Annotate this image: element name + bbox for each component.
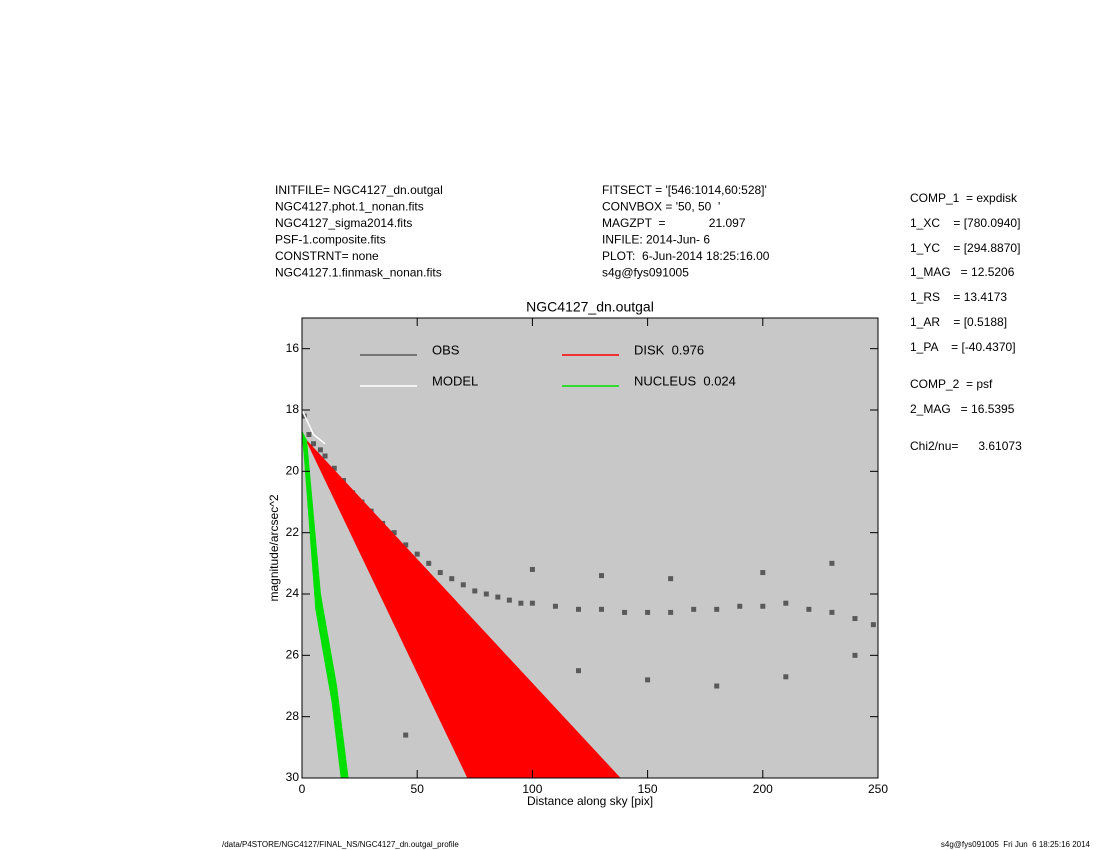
obs-point [668, 576, 674, 582]
obs-point [575, 606, 581, 612]
obs-point [852, 616, 858, 622]
header-line: PLOT: 6-Jun-2014 18:25:16.00 [602, 249, 770, 263]
x-tick-label: 0 [299, 782, 306, 796]
header-line: PSF-1.composite.fits [275, 233, 386, 247]
obs-point [449, 576, 455, 582]
y-tick-label: 22 [286, 525, 300, 539]
fit-parameter: 1_PA = [-40.4370] [910, 340, 1016, 354]
header-line: NGC4127.phot.1_nonan.fits [275, 200, 424, 214]
obs-point [426, 560, 432, 566]
obs-point [829, 609, 835, 615]
obs-point [529, 600, 535, 606]
x-tick-label: 250 [868, 782, 888, 796]
y-tick-label: 16 [286, 341, 300, 355]
y-axis-label: magnitude/arcsec^2 [267, 494, 281, 601]
obs-point [518, 600, 524, 606]
fit-parameter: 1_YC = [294.8870] [910, 241, 1020, 255]
chart-title: NGC4127_dn.outgal [526, 299, 654, 315]
plot-frame [301, 317, 879, 779]
header-line: MAGZPT = 21.097 [602, 216, 746, 230]
obs-point [870, 622, 876, 628]
legend-label: DISK 0.976 [634, 342, 704, 357]
header-line: s4g@fys091005 [602, 266, 689, 280]
obs-point [437, 570, 443, 576]
obs-point [495, 594, 501, 600]
obs-point [414, 551, 420, 557]
header-line: CONSTRNT= none [275, 249, 379, 263]
component-band [306, 440, 621, 778]
obs-point [783, 674, 789, 680]
obs-point [645, 677, 651, 683]
obs-point [645, 609, 651, 615]
obs-point [311, 441, 317, 447]
y-tick-label: 28 [286, 709, 300, 723]
obs-point [506, 597, 512, 603]
obs-point [714, 683, 720, 689]
fit-parameter: 1_MAG = 12.5206 [910, 265, 1015, 279]
header-line: NGC4127_sigma2014.fits [275, 216, 412, 230]
header-line: CONVBOX = '50, 50 ' [602, 200, 720, 214]
obs-point [331, 465, 337, 471]
y-tick-label: 24 [286, 586, 300, 600]
x-tick-label: 100 [522, 782, 542, 796]
fit-parameter: 1_RS = 13.4173 [910, 290, 1007, 304]
obs-point [483, 591, 489, 597]
obs-point [852, 652, 858, 658]
fit-parameter: COMP_1 = expdisk [910, 191, 1018, 205]
header-line: NGC4127.1.finmask_nonan.fits [275, 266, 442, 280]
obs-point [806, 606, 812, 612]
obs-point [760, 603, 766, 609]
obs-point [529, 566, 535, 572]
obs-point [829, 560, 835, 566]
fit-parameter: 2_MAG = 16.5395 [910, 402, 1015, 416]
fit-parameter: COMP_2 = psf [910, 377, 993, 391]
y-tick-label: 20 [286, 464, 300, 478]
fit-parameter: 1_XC = [780.0940] [910, 216, 1020, 230]
obs-point [403, 542, 409, 548]
x-tick-label: 200 [753, 782, 773, 796]
obs-point [322, 453, 328, 459]
header-line: INITFILE= NGC4127_dn.outgal [275, 183, 443, 197]
legend-label: NUCLEUS 0.024 [634, 373, 736, 388]
obs-point [599, 573, 605, 579]
x-tick-label: 50 [411, 782, 425, 796]
obs-point [552, 603, 558, 609]
y-tick-label: 18 [286, 402, 300, 416]
component-band [302, 431, 349, 778]
fit-parameter: 1_AR = [0.5188] [910, 315, 1007, 329]
obs-point [472, 588, 478, 594]
obs-point [668, 609, 674, 615]
legend-label: MODEL [432, 373, 478, 388]
obs-point [737, 603, 743, 609]
obs-point [317, 447, 323, 453]
obs-point [575, 668, 581, 674]
obs-point [460, 582, 466, 588]
footer-path: /data/P4STORE/NGC4127/FINAL_NS/NGC4127_d… [222, 840, 459, 849]
footer-stamp: s4g@fys091005 Fri Jun 6 18:25:16 2014 [941, 840, 1091, 849]
obs-point [691, 606, 697, 612]
fit-parameter: Chi2/nu= 3.61073 [910, 439, 1022, 453]
x-tick-label: 150 [638, 782, 658, 796]
y-tick-label: 26 [286, 648, 300, 662]
obs-point [714, 606, 720, 612]
header-line: INFILE: 2014-Jun- 6 [602, 233, 710, 247]
y-tick-label: 30 [286, 770, 300, 784]
obs-point [306, 432, 312, 438]
obs-point [622, 609, 628, 615]
model-line [302, 409, 326, 445]
x-axis-label: Distance along sky [pix] [527, 794, 653, 808]
legend-label: OBS [432, 342, 460, 357]
obs-point [403, 732, 409, 738]
obs-point [783, 600, 789, 606]
obs-point [391, 530, 397, 536]
obs-point [760, 570, 766, 576]
header-line: FITSECT = '[546:1014,60:528]' [602, 183, 767, 197]
obs-point [599, 606, 605, 612]
